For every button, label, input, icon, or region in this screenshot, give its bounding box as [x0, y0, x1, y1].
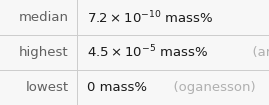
Text: $4.5\times10^{-5}$ mass%: $4.5\times10^{-5}$ mass%	[87, 44, 209, 61]
Text: lowest: lowest	[26, 81, 69, 94]
Text: 0 mass%: 0 mass%	[87, 81, 147, 94]
Text: $7.2\times10^{-10}$ mass%: $7.2\times10^{-10}$ mass%	[87, 9, 214, 26]
Text: median: median	[19, 11, 69, 24]
Text: (argon): (argon)	[244, 46, 269, 59]
Text: highest: highest	[19, 46, 69, 59]
Text: (oganesson): (oganesson)	[165, 81, 256, 94]
